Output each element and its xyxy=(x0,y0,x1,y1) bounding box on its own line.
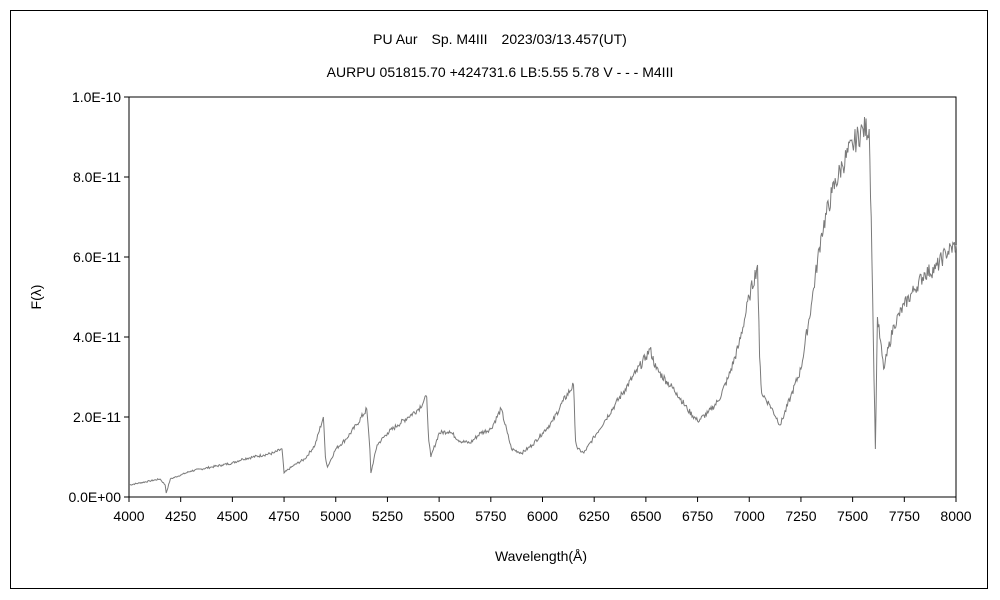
x-tick-label: 5250 xyxy=(372,508,403,524)
x-tick-label: 4000 xyxy=(113,508,144,524)
x-tick-label: 6000 xyxy=(527,508,558,524)
plot-border xyxy=(128,96,957,498)
spectrum-chart: PU Aur Sp. M4III 2023/03/13.457(UT) AURP… xyxy=(28,31,972,564)
chart-frame: PU Aur Sp. M4III 2023/03/13.457(UT) AURP… xyxy=(10,10,988,589)
spectrum-series-line xyxy=(128,117,957,494)
x-tick-label: 4250 xyxy=(165,508,196,524)
x-tick-label: 7250 xyxy=(785,508,816,524)
x-tick-label: 6750 xyxy=(682,508,713,524)
y-tick-label: 2.0E-11 xyxy=(73,409,121,425)
x-tick-label: 8000 xyxy=(940,508,971,524)
plot-area: 4000 4250 4500 4750 5000 5250 5500 5750 6000 6250… xyxy=(68,89,971,524)
y-tick-label: 4.0E-11 xyxy=(73,329,121,345)
x-tick-label: 4500 xyxy=(217,508,248,524)
y-tick-label: 1.0E-10 xyxy=(72,89,121,105)
y-axis-label: F(λ) xyxy=(28,285,44,310)
y-tick-label: 6.0E-11 xyxy=(73,249,121,265)
x-tick-label: 4750 xyxy=(268,508,299,524)
x-tick-label: 5750 xyxy=(475,508,506,524)
x-tick-label: 5500 xyxy=(424,508,455,524)
x-axis-label: Wavelength(Å) xyxy=(495,548,587,564)
chart-subtitle: AURPU 051815.70 +424731.6 LB:5.55 5.78 V… xyxy=(327,64,674,80)
x-tick-label: 7000 xyxy=(734,508,765,524)
x-tick-label: 7500 xyxy=(837,508,868,524)
x-tick-label: 7750 xyxy=(889,508,920,524)
y-tick-label: 0.0E+00 xyxy=(68,489,121,505)
chart-title: PU Aur Sp. M4III 2023/03/13.457(UT) xyxy=(373,31,627,47)
x-tick-label: 6250 xyxy=(579,508,610,524)
x-tick-label: 6500 xyxy=(630,508,661,524)
y-tick-label: 8.0E-11 xyxy=(73,169,121,185)
x-tick-label: 5000 xyxy=(320,508,351,524)
